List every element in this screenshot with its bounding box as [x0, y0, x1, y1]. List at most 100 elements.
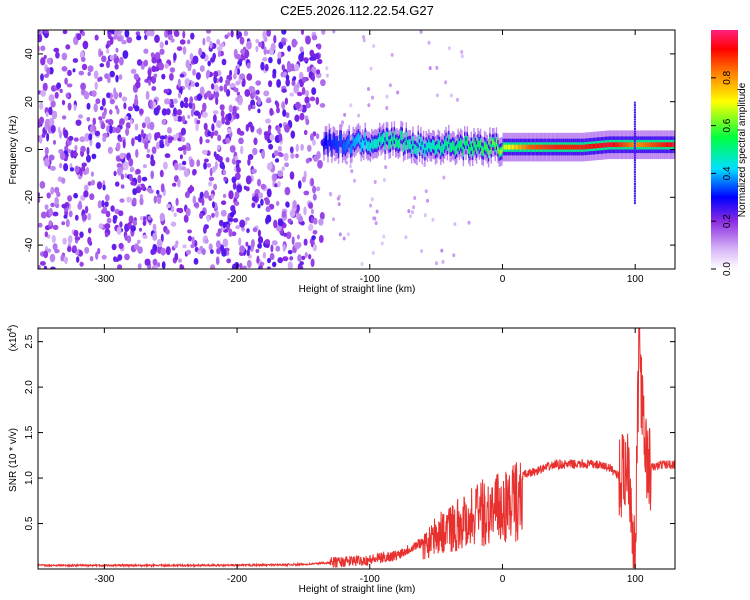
- noise-speckle: [224, 120, 231, 126]
- noise-speckle: [263, 36, 268, 43]
- ridge-cell: [457, 140, 459, 146]
- noise-speckle: [146, 148, 150, 153]
- noise-speckle: [52, 224, 59, 230]
- noise-speckle: [104, 194, 110, 202]
- ridge-cell: [417, 137, 419, 143]
- noise-speckle: [221, 200, 227, 205]
- noise-speckle: [119, 56, 124, 66]
- noise-speckle: [408, 214, 412, 219]
- noise-speckle: [206, 35, 211, 43]
- ridge-cell: [343, 143, 345, 149]
- noise-speckle: [50, 125, 56, 133]
- noise-speckle: [166, 88, 170, 93]
- noise-speckle: [105, 119, 110, 124]
- ridge-cell: [628, 142, 630, 148]
- noise-speckle: [234, 172, 241, 181]
- noise-speckle: [38, 222, 43, 228]
- noise-speckle: [54, 248, 60, 254]
- noise-speckle: [252, 227, 258, 233]
- ridge-cell: [359, 137, 361, 143]
- noise-speckle: [196, 119, 201, 125]
- noise-speckle: [274, 158, 280, 163]
- ridge-cell: [364, 134, 366, 140]
- noise-speckle: [329, 192, 333, 197]
- noise-speckle: [272, 68, 277, 76]
- noise-speckle: [164, 63, 169, 69]
- noise-speckle: [125, 127, 130, 136]
- noise-speckle: [216, 39, 221, 45]
- noise-speckle: [303, 238, 308, 246]
- noise-speckle: [353, 178, 356, 183]
- noise-speckle: [289, 256, 294, 261]
- noise-speckle: [53, 47, 60, 53]
- ridge-cell: [481, 148, 483, 153]
- noise-speckle: [349, 164, 352, 169]
- noise-speckle: [250, 239, 255, 248]
- noise-speckle: [388, 83, 392, 88]
- noise-speckle: [195, 122, 199, 132]
- noise-speckle: [248, 104, 251, 111]
- noise-speckle: [206, 163, 212, 168]
- noise-speckle: [203, 158, 209, 163]
- noise-speckle: [266, 266, 271, 269]
- noise-speckle: [112, 35, 118, 40]
- noise-speckle: [64, 145, 69, 152]
- noise-speckle: [193, 202, 200, 208]
- ridge-cell: [664, 142, 666, 148]
- ridge-cell: [333, 139, 336, 145]
- noise-speckle: [460, 50, 464, 54]
- noise-speckle: [145, 30, 151, 37]
- noise-speckle: [120, 173, 125, 180]
- noise-speckle: [380, 241, 384, 246]
- noise-speckle: [67, 69, 72, 76]
- noise-speckle: [75, 119, 82, 126]
- noise-speckle: [311, 34, 318, 41]
- colorbar: 0.0 0.2 0.4 0.6 0.8 Normalized spectral ampl…: [711, 30, 748, 276]
- noise-speckle: [189, 159, 195, 168]
- noise-speckle: [251, 193, 255, 198]
- noise-speckle: [256, 128, 263, 134]
- ridge-cell: [433, 142, 435, 148]
- noise-speckle: [110, 205, 115, 212]
- ridge-cell: [426, 145, 429, 150]
- noise-speckle: [215, 256, 220, 265]
- noise-speckle: [132, 188, 138, 196]
- noise-speckle: [264, 63, 269, 72]
- noise-speckle: [246, 228, 250, 234]
- noise-speckle: [257, 243, 262, 249]
- noise-speckle: [246, 73, 253, 81]
- noise-speckle: [78, 70, 85, 76]
- ridge-cell: [559, 144, 561, 150]
- y-tick-label: 40: [24, 48, 35, 60]
- noise-speckle: [165, 246, 171, 256]
- noise-speckle: [134, 123, 139, 131]
- ridge-cell: [665, 142, 668, 148]
- noise-speckle: [447, 46, 451, 51]
- noise-speckle: [276, 107, 280, 114]
- noise-speckle: [65, 93, 70, 99]
- noise-speckle: [268, 143, 274, 150]
- noise-speckle: [79, 231, 84, 238]
- noise-speckle: [238, 97, 243, 104]
- noise-speckle: [325, 66, 329, 71]
- noise-speckle: [111, 243, 117, 251]
- y-tick-label: 0: [24, 146, 35, 152]
- snr-panel: -300 -200 -100 0 100 0.5 1.0 1.5 2.0 2.5 Height …: [7, 325, 676, 595]
- noise-speckle: [452, 253, 456, 258]
- noise-speckle: [62, 237, 67, 245]
- noise-speckle: [50, 186, 55, 195]
- noise-speckle: [89, 256, 94, 262]
- noise-speckle: [125, 122, 131, 129]
- x-tick-label: 0: [500, 574, 506, 585]
- noise-speckle: [214, 91, 220, 98]
- noise-speckle: [350, 169, 354, 174]
- ridge-cell: [633, 166, 636, 169]
- noise-speckle: [275, 245, 281, 252]
- noise-speckle: [385, 94, 389, 99]
- ridge-cell: [466, 138, 468, 144]
- ridge-cell: [633, 132, 636, 135]
- noise-speckle: [232, 105, 237, 115]
- noise-speckle: [310, 258, 315, 268]
- ridge-cell: [383, 134, 385, 140]
- noise-speckle: [281, 30, 287, 35]
